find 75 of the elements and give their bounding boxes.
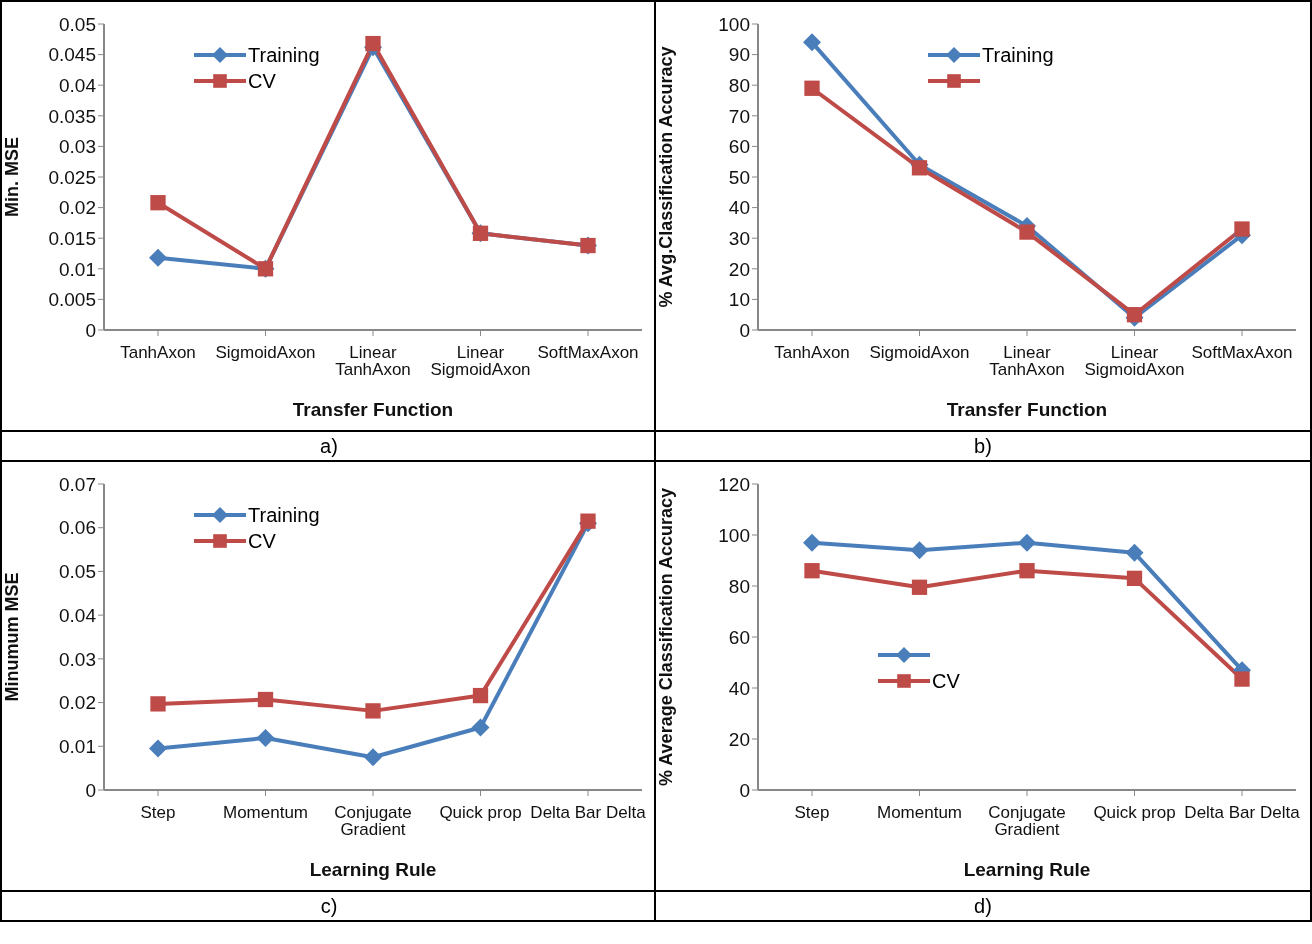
y-tick-label: 60 <box>728 626 750 648</box>
y-tick-label: 0.05 <box>59 561 96 583</box>
y-tick-label: 10 <box>728 289 750 311</box>
y-tick-label: 0.005 <box>48 289 96 311</box>
y-tick-label: 20 <box>728 258 750 280</box>
x-tick-label: TanhAxon <box>774 343 850 363</box>
x-tick-label: Linear TanhAxon <box>335 343 411 380</box>
x-axis-title: Transfer Function <box>946 399 1108 420</box>
y-tick-label: 50 <box>728 166 750 188</box>
x-tick-label: Linear SigmoidAxon <box>430 343 531 380</box>
x-tick-label: Step <box>794 803 830 823</box>
x-tick-label: Quick prop <box>439 803 522 823</box>
y-tick-label: 0 <box>739 779 750 801</box>
y-tick-label: 30 <box>728 227 750 249</box>
legend-label: CV <box>248 69 276 93</box>
y-tick-label: 0.05 <box>59 13 96 35</box>
x-tick-label: SigmoidAxon <box>869 343 970 363</box>
y-tick-label: 0.06 <box>59 517 96 539</box>
y-tick-label: 80 <box>728 74 750 96</box>
y-tick-label: 0.02 <box>59 197 96 219</box>
y-tick-label: 0.015 <box>48 227 96 249</box>
y-tick-label: 100 <box>718 524 750 546</box>
x-tick-label: SoftMaxAxon <box>537 343 639 363</box>
x-axis-title: Transfer Function <box>292 399 454 420</box>
y-tick-label: 40 <box>728 677 750 699</box>
x-tick-label: Conjugate Gradient <box>334 803 412 840</box>
x-tick-label: Delta Bar Delta <box>1184 803 1301 823</box>
y-axis-title: % Average Classification Accuracy <box>656 487 677 787</box>
legend-label: Training <box>248 43 320 67</box>
text: a) <box>320 434 338 458</box>
x-tick-label: SoftMaxAxon <box>1191 343 1293 363</box>
y-tick-label: 120 <box>718 473 750 495</box>
y-tick-label: 0.025 <box>48 166 96 188</box>
y-axis-title: % Avg.Classification Accuracy <box>656 46 677 308</box>
text: b) <box>974 434 992 458</box>
y-tick-label: 100 <box>718 13 750 35</box>
x-tick-label: Conjugate Gradient <box>988 803 1066 840</box>
x-tick-label: TanhAxon <box>120 343 196 363</box>
y-tick-label: 0 <box>85 779 96 801</box>
y-tick-label: 40 <box>728 197 750 219</box>
y-tick-label: 80 <box>728 575 750 597</box>
x-axis-title: Learning Rule <box>963 859 1091 880</box>
y-tick-label: 0 <box>739 319 750 341</box>
y-tick-label: 0.01 <box>59 736 96 758</box>
x-tick-label: Quick prop <box>1093 803 1176 823</box>
y-tick-label: 0.04 <box>59 604 97 626</box>
y-tick-label: 0.03 <box>59 136 96 158</box>
y-tick-label: 70 <box>728 105 750 127</box>
x-tick-label: Linear TanhAxon <box>989 343 1065 380</box>
text: c) <box>320 894 338 918</box>
y-tick-label: 0 <box>85 319 96 341</box>
y-tick-label: 0.01 <box>59 258 96 280</box>
legend-label: Training <box>248 503 320 527</box>
x-tick-label: Linear SigmoidAxon <box>1084 343 1185 380</box>
y-tick-label: 0.035 <box>48 105 96 127</box>
y-tick-label: 0.02 <box>59 692 96 714</box>
x-tick-label: SigmoidAxon <box>215 343 316 363</box>
text: d) <box>974 894 992 918</box>
legend-label: Training <box>982 43 1054 67</box>
x-tick-label: Delta Bar Delta <box>530 803 647 823</box>
y-tick-label: 0.045 <box>48 44 96 66</box>
legend-label: CV <box>932 669 960 693</box>
y-tick-label: 90 <box>728 44 750 66</box>
x-tick-label: Momentum <box>876 803 963 823</box>
y-tick-label: 0.03 <box>59 648 96 670</box>
y-axis-title: Min. MSE <box>2 137 23 217</box>
x-tick-label: Step <box>140 803 176 823</box>
y-axis-title: Minumum MSE <box>2 572 23 702</box>
legend-label: CV <box>248 529 276 553</box>
y-tick-label: 0.07 <box>59 473 96 495</box>
y-tick-label: 0.04 <box>59 74 97 96</box>
y-tick-label: 60 <box>728 136 750 158</box>
y-tick-label: 20 <box>728 728 750 750</box>
x-axis-title: Learning Rule <box>309 859 437 880</box>
x-tick-label: Momentum <box>222 803 309 823</box>
